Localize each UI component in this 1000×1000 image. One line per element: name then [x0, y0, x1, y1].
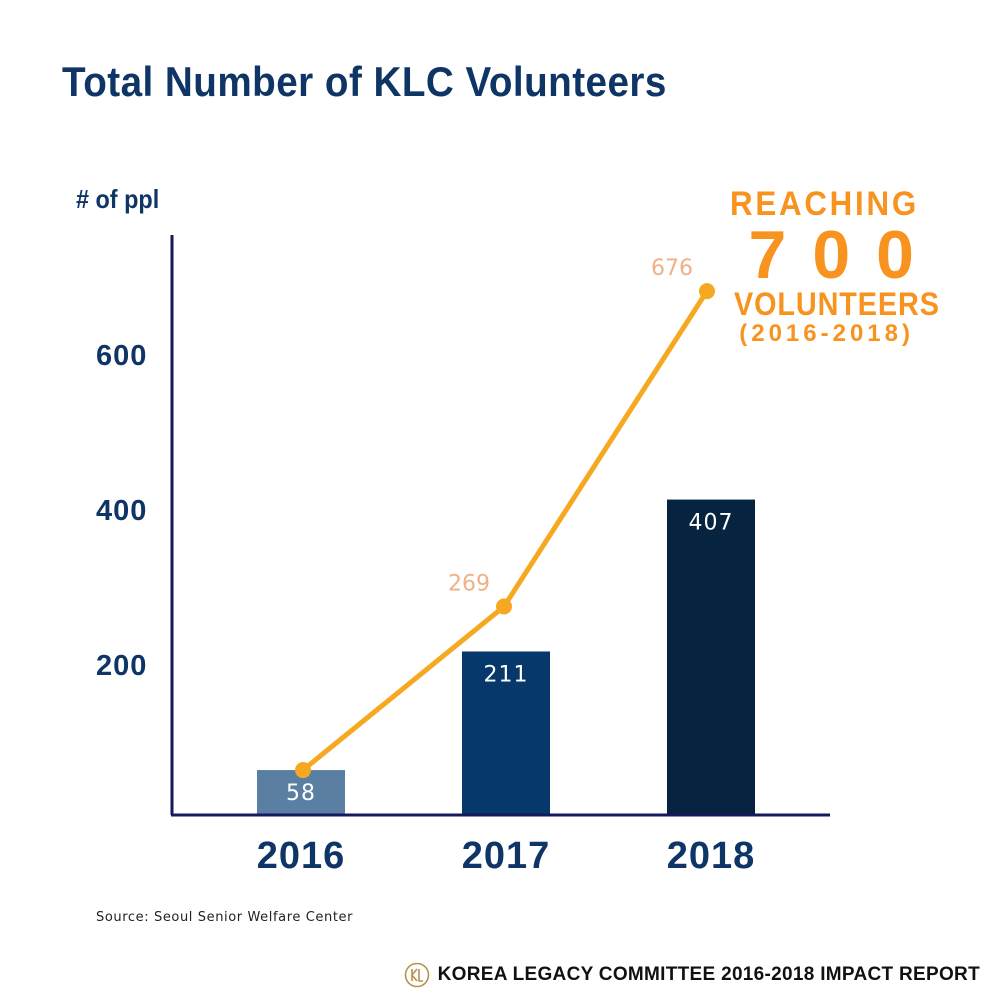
- line-point-2018: [699, 283, 715, 300]
- klc-logo-icon: [404, 962, 429, 988]
- bar-2017: [462, 651, 550, 815]
- callout: REACHING 700 VOLUNTEERS (2016-2018): [714, 185, 940, 348]
- x-tick-label: 2017: [462, 835, 551, 877]
- chart-title: Total Number of KLC Volunteers: [62, 58, 667, 105]
- callout-line-2: 700: [748, 217, 940, 293]
- bar-value-label: 211: [484, 662, 529, 687]
- callout-line-1: REACHING: [730, 185, 919, 223]
- y-axis-label: # of ppl: [76, 184, 160, 214]
- line-value-label: 676: [651, 256, 693, 281]
- bar-value-label: 58: [286, 781, 316, 806]
- callout-line-3: VOLUNTEERS: [734, 286, 940, 322]
- source-note: Source: Seoul Senior Welfare Center: [96, 910, 354, 925]
- bar-value-label: 407: [689, 511, 734, 536]
- footer-text: KOREA LEGACY COMMITTEE 2016-2018 IMPACT …: [437, 964, 980, 985]
- line-point-2017: [496, 598, 512, 615]
- x-tick-label: 2016: [257, 835, 346, 877]
- footer: KOREA LEGACY COMMITTEE 2016-2018 IMPACT …: [404, 962, 980, 988]
- x-tick-label: 2018: [667, 835, 756, 877]
- callout-line-4: (2016-2018): [739, 320, 914, 347]
- y-tick-label: 600: [96, 340, 147, 372]
- line-value-label: 269: [448, 572, 490, 597]
- bar-2018: [667, 499, 755, 815]
- line-point-2016: [295, 762, 311, 779]
- y-tick-label: 200: [96, 650, 147, 682]
- y-tick-label: 400: [96, 495, 147, 527]
